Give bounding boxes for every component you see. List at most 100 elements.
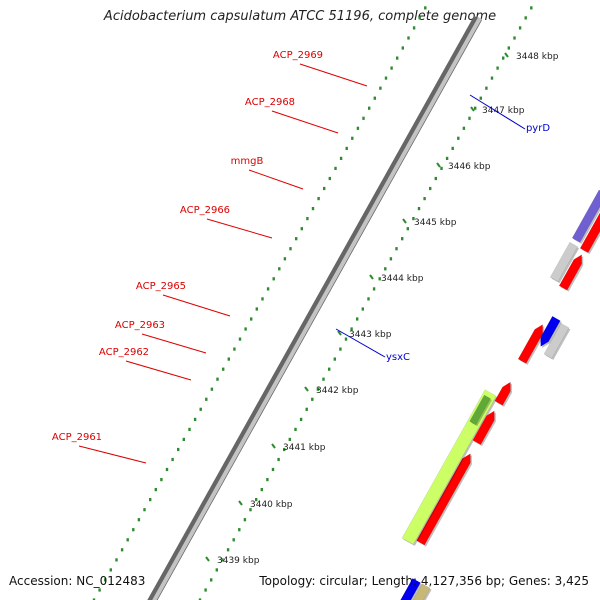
forward-tick-dot	[412, 26, 416, 30]
reverse-label-leader	[469, 94, 526, 130]
forward-tick-dot	[300, 227, 303, 231]
kbp-tick-label: 3439 kbp	[217, 556, 260, 566]
reverse-gene-label[interactable]: ysxC	[386, 352, 410, 363]
forward-tick-dot	[311, 207, 315, 211]
reverse-tick-dot	[322, 377, 325, 381]
forward-tick-dot	[92, 598, 96, 600]
backbone-layer	[147, 15, 482, 600]
gene-ysxC-block[interactable]	[543, 323, 570, 359]
kbp-major-tick	[436, 162, 441, 168]
reverse-tick-dot	[524, 16, 527, 20]
reverse-tick-dot	[372, 287, 376, 291]
reverse-tick-dot	[339, 347, 342, 351]
forward-gene-label[interactable]: ACP_2963	[115, 320, 165, 331]
reverse-tick-dot	[468, 116, 471, 120]
gene-bottom-tan-block[interactable]	[408, 583, 431, 600]
reverse-tick-dot	[204, 588, 207, 592]
reverse-tick-dot	[423, 197, 426, 201]
forward-tick-dot	[272, 277, 275, 281]
gene-ysxC-arrow[interactable]	[540, 315, 561, 347]
gene-rna-bar[interactable]	[401, 389, 497, 545]
reverse-tick-dot	[243, 518, 247, 522]
kbp-major-tick	[271, 443, 276, 449]
forward-tick-dot	[171, 457, 174, 462]
forward-tick-dot	[317, 197, 320, 201]
tick-layer	[92, 6, 533, 600]
kbp-tick-label: 3448 kbp	[516, 52, 559, 62]
reverse-tick-dot	[198, 598, 202, 600]
forward-gene-label[interactable]: mmgB	[231, 156, 264, 167]
forward-tick-dot	[356, 126, 360, 130]
forward-tick-dot	[233, 347, 236, 351]
forward-tick-dot	[188, 427, 191, 431]
forward-tick-dot	[109, 568, 112, 572]
reverse-tick-dot	[356, 317, 359, 321]
forward-tick-dot	[407, 36, 410, 40]
reverse-gene-label[interactable]: pyrD	[526, 123, 550, 134]
gene-rna-feature[interactable]	[469, 394, 491, 426]
gene-mmgB-arrow[interactable]	[579, 207, 600, 253]
kbp-major-tick	[205, 556, 210, 562]
gene-acp-2961-arrow[interactable]	[416, 453, 471, 546]
forward-tick-dot	[227, 357, 230, 361]
reverse-tick-dot	[266, 478, 269, 482]
gene-acp-2962-arrow[interactable]	[472, 410, 495, 445]
kbp-major-tick	[369, 274, 374, 280]
forward-tick-dot	[210, 387, 214, 391]
forward-label-leader	[299, 63, 368, 87]
gene-acp-2966-arrow[interactable]	[558, 254, 582, 291]
forward-tick-dot	[98, 588, 101, 592]
forward-label-leader	[271, 110, 339, 134]
reverse-tick-dot	[238, 528, 241, 532]
forward-gene-label[interactable]: ACP_2962	[99, 347, 149, 358]
reverse-tick-dot	[479, 96, 482, 100]
forward-tick-dot	[390, 66, 393, 70]
forward-tick-dot	[199, 407, 202, 411]
forward-tick-dot	[182, 437, 185, 441]
forward-label-leader	[206, 218, 273, 239]
gene-mmgB-block[interactable]	[571, 189, 600, 243]
forward-tick-dot	[193, 417, 197, 421]
reverse-tick-dot	[445, 156, 449, 160]
forward-tick-dot	[104, 578, 107, 582]
forward-gene-label[interactable]: ACP_2965	[136, 281, 186, 292]
forward-tick-dot	[283, 257, 287, 261]
gene-acp-2965-arrow[interactable]	[517, 324, 543, 364]
forward-tick-dot	[345, 146, 348, 150]
forward-tick-dot	[165, 467, 169, 472]
reverse-tick-dot	[429, 186, 432, 191]
forward-tick-dot	[339, 156, 343, 160]
kbp-major-tick	[504, 52, 509, 58]
kbp-major-tick	[304, 386, 309, 392]
forward-tick-dot	[115, 558, 118, 562]
gene-acp-2966-block[interactable]	[549, 241, 578, 282]
reverse-tick-dot	[260, 488, 263, 492]
gene-layer	[398, 189, 600, 600]
reverse-tick-dot	[378, 277, 381, 281]
forward-tick-dot	[126, 538, 129, 542]
forward-tick-dot	[266, 287, 270, 291]
reverse-tick-dot	[283, 447, 286, 452]
kbp-major-tick	[470, 106, 475, 112]
forward-tick-dot	[289, 247, 292, 251]
reverse-tick-dot	[518, 26, 522, 30]
reverse-tick-dot	[417, 207, 421, 211]
forward-tick-dot	[418, 16, 421, 20]
kbp-tick-label: 3444 kbp	[381, 274, 424, 284]
forward-gene-label[interactable]: ACP_2966	[180, 205, 230, 216]
reverse-tick-dot	[350, 327, 353, 331]
gene-acp-2963-arrow[interactable]	[494, 381, 511, 406]
reverse-tick-dot	[305, 407, 308, 411]
forward-label-leader	[78, 445, 147, 464]
forward-gene-label[interactable]: ACP_2969	[273, 50, 323, 61]
forward-tick-dot	[278, 267, 281, 271]
reverse-tick-dot	[513, 36, 516, 40]
reverse-tick-dot	[457, 136, 460, 140]
forward-tick-dot	[328, 176, 331, 181]
gene-bottom-blue-block[interactable]	[398, 578, 421, 600]
forward-gene-label[interactable]: ACP_2968	[245, 97, 295, 108]
reverse-tick-dot	[311, 397, 314, 401]
forward-gene-label[interactable]: ACP_2961	[52, 432, 102, 443]
reverse-tick-dot	[507, 46, 510, 50]
